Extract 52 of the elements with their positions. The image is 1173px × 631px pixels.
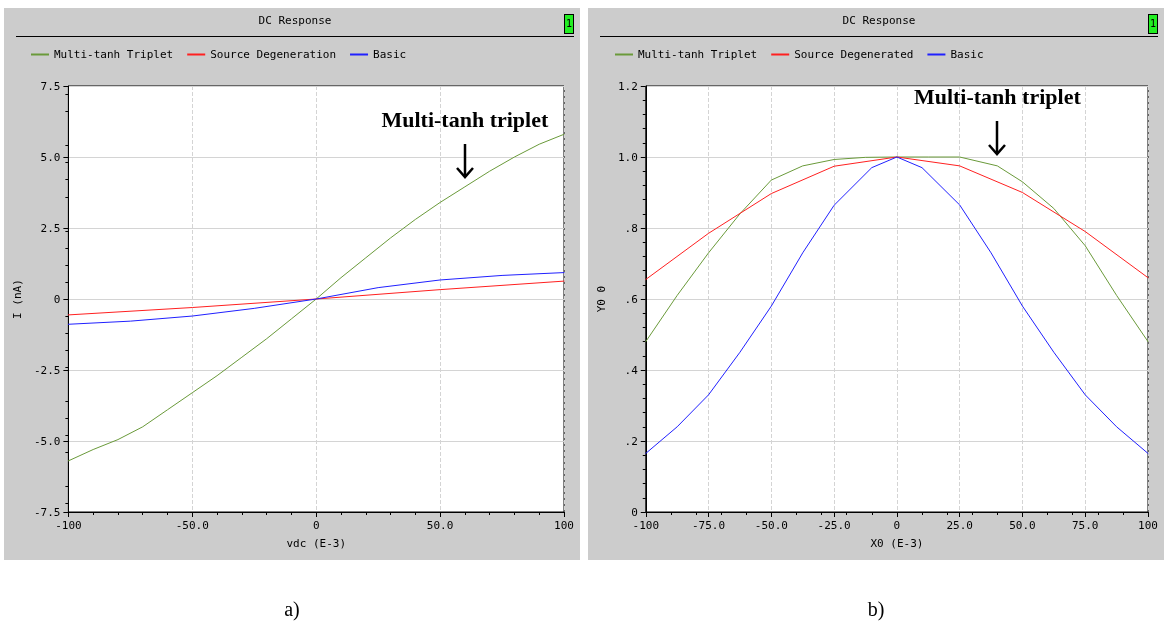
- chart-title: DC Response: [842, 14, 916, 27]
- x-tick-label: -75.0: [691, 519, 726, 532]
- x-tick-label: -50.0: [754, 519, 788, 532]
- x-tick-label: 0: [893, 519, 901, 532]
- x-tick-label: 0: [312, 519, 320, 532]
- y-tick-label: 0: [53, 292, 61, 306]
- y-tick-label: .8: [624, 221, 638, 235]
- y-tick-label: 7.5: [40, 79, 61, 93]
- line-series: [67, 133, 565, 462]
- line-series: [645, 156, 1149, 343]
- x-tick-label: 75.0: [1071, 519, 1099, 532]
- y-tick-label: -2.5: [33, 363, 61, 377]
- chart-title: DC Response: [258, 14, 332, 27]
- line-series: [645, 156, 1149, 280]
- y-tick-label: -7.5: [33, 505, 61, 519]
- legend-label: Multi-tanh Triplet: [638, 48, 758, 61]
- y-tick-label: 5.0: [40, 150, 61, 164]
- y-axis-title: Y0 0: [595, 285, 608, 313]
- annotation: Multi-tanh triplet: [380, 106, 550, 133]
- text: b): [866, 598, 886, 621]
- y-tick-label: .4: [624, 363, 639, 377]
- legend-label: Source Degeneration: [210, 48, 337, 61]
- x-tick-label: -25.0: [817, 519, 851, 532]
- line-series: [67, 280, 565, 316]
- x-tick-label: 25.0: [946, 519, 973, 532]
- y-tick-label: .6: [624, 292, 638, 306]
- y-tick-label: 1.0: [617, 150, 638, 164]
- line-series: [645, 156, 1149, 454]
- legend-label: Basic: [950, 48, 984, 61]
- y-tick-label: .2: [624, 434, 638, 448]
- x-tick-label: -100: [632, 519, 660, 532]
- y-axis-title: I (nA): [11, 279, 24, 319]
- text: a): [283, 598, 301, 621]
- y-tick-label: 0: [631, 505, 638, 519]
- x-axis-title: vdc (E-3): [286, 537, 346, 550]
- legend-label: Basic: [373, 48, 407, 61]
- line-series: [67, 272, 565, 325]
- y-tick-label: 1.2: [617, 79, 638, 93]
- legend-label: Source Degenerated: [794, 48, 914, 61]
- annotation: Multi-tanh triplet: [912, 84, 1082, 111]
- y-tick-label: -5.0: [33, 434, 61, 448]
- x-tick-label: -50.0: [175, 519, 209, 532]
- x-tick-label: -100: [55, 519, 82, 532]
- x-tick-label: 50.0: [426, 519, 454, 532]
- x-axis-title: X0 (E-3): [870, 537, 924, 550]
- x-tick-label: 50.0: [1009, 519, 1036, 532]
- legend-label: Multi-tanh Triplet: [54, 48, 174, 61]
- x-tick-label: 100: [1138, 519, 1158, 532]
- x-tick-label: 100: [554, 519, 574, 532]
- text: 1: [1147, 14, 1158, 34]
- y-tick-label: 2.5: [40, 221, 61, 235]
- text: 1: [563, 14, 574, 34]
